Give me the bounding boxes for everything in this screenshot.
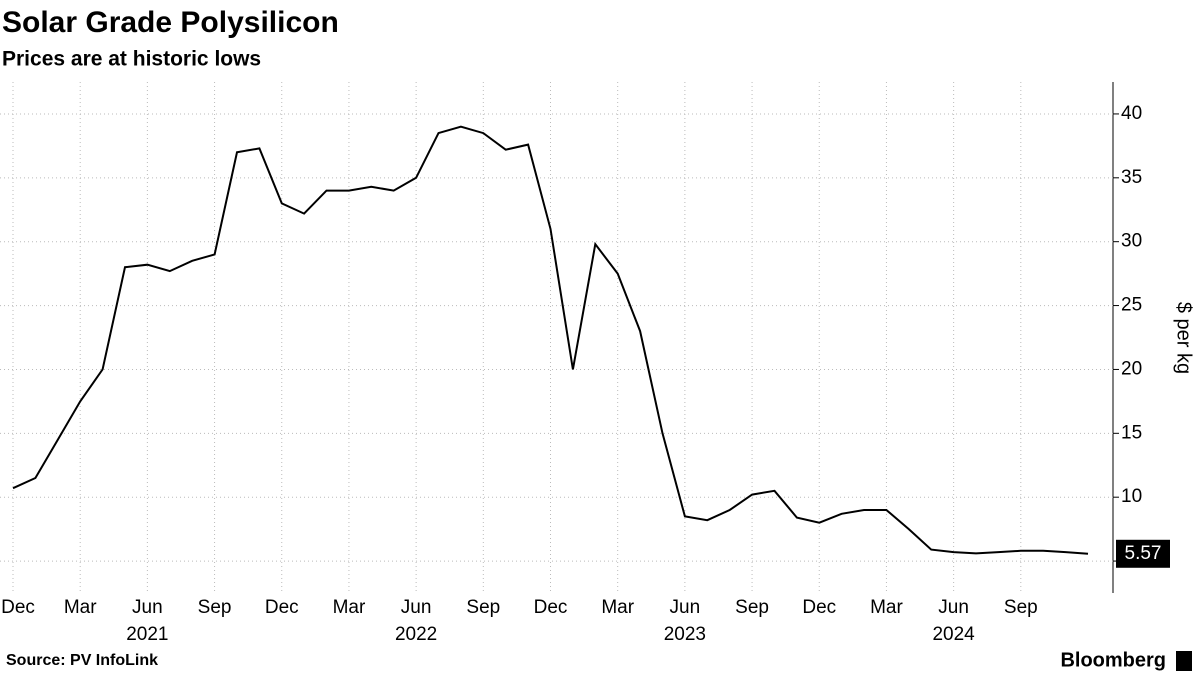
- y-tick-label: 10: [1121, 486, 1142, 507]
- x-tick-label: Sep: [1004, 597, 1038, 618]
- x-tick-label: Dec: [1, 597, 35, 618]
- last-value-label: 5.57: [1125, 543, 1162, 564]
- x-tick-label: Dec: [802, 597, 836, 618]
- x-year-label: 2024: [932, 624, 975, 645]
- x-tick-label: Jun: [132, 597, 163, 618]
- x-tick-label: Jun: [401, 597, 432, 618]
- source: Source: PV InfoLink: [6, 652, 158, 669]
- x-year-label: 2022: [395, 624, 437, 645]
- x-year-label: 2023: [664, 624, 706, 645]
- x-year-label: 2021: [126, 624, 168, 645]
- y-tick-label: 30: [1121, 231, 1142, 252]
- x-tick-label: Mar: [64, 597, 97, 618]
- y-axis-label: $ per kg: [1173, 302, 1195, 374]
- x-tick-label: Mar: [601, 597, 634, 618]
- x-tick-label: Dec: [265, 597, 299, 618]
- x-tick-label: Dec: [534, 597, 568, 618]
- brand-icon: [1176, 651, 1192, 671]
- line: [12, 125, 1089, 555]
- x-tick-label: Jun: [670, 597, 701, 618]
- y-tick-label: 20: [1121, 358, 1142, 379]
- chart-subtitle: Prices are at historic lows: [2, 48, 261, 71]
- x-tick-label: Sep: [735, 597, 769, 618]
- x-tick-label: Sep: [198, 597, 232, 618]
- x-tick-label: Jun: [938, 597, 969, 618]
- x-tick-label: Mar: [333, 597, 366, 618]
- x-tick-label: Sep: [466, 597, 500, 618]
- chart-title: Solar Grade Polysilicon: [2, 6, 339, 39]
- last-value-box: [1116, 539, 1170, 568]
- brand: Bloomberg: [1060, 649, 1166, 671]
- y-tick-label: 15: [1121, 422, 1142, 443]
- y-tick-label: 35: [1121, 167, 1142, 188]
- x-tick-label: Mar: [870, 597, 903, 618]
- y-tick-label: 40: [1121, 103, 1142, 124]
- y-tick-label: 25: [1121, 295, 1142, 316]
